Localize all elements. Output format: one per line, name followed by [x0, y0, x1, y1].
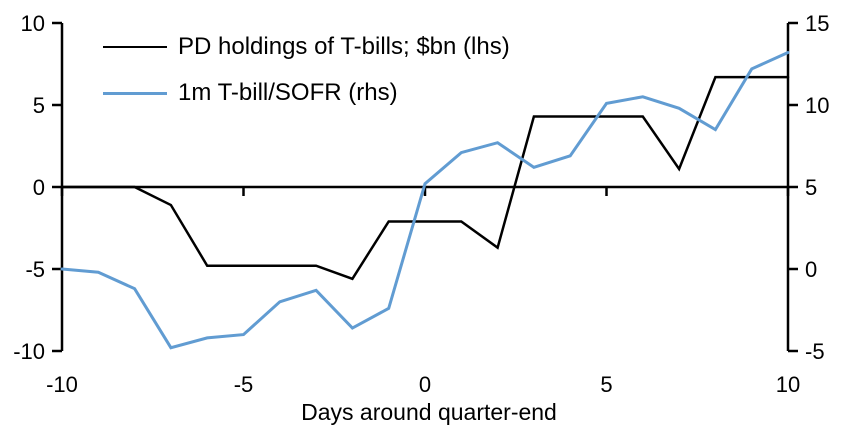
left-axis-tick-label: 10	[21, 11, 45, 36]
left-axis-tick-label: 5	[33, 93, 45, 118]
x-axis-tick-label: 5	[600, 372, 612, 397]
right-axis-tick-label: 10	[805, 93, 829, 118]
left-axis-tick-label: -10	[13, 339, 45, 364]
x-axis-title: Days around quarter-end	[301, 399, 557, 425]
legend-label-tbill-sofr: 1m T-bill/SOFR (rhs)	[178, 79, 398, 106]
right-axis-tick-label: 0	[805, 257, 817, 282]
legend-line-sample-black	[103, 45, 167, 49]
x-axis-tick-label: 0	[419, 372, 431, 397]
left-axis-tick-label: -5	[25, 257, 45, 282]
series-line-tbill-sofr	[60, 51, 790, 350]
right-axis-tick-label: 15	[805, 11, 829, 36]
right-axis-tick-label: -5	[805, 339, 825, 364]
x-axis-tick-label: 10	[776, 372, 800, 397]
legend: PD holdings of T-bills; $bn (lhs) 1m T-b…	[103, 33, 510, 125]
legend-item-tbill-sofr: 1m T-bill/SOFR (rhs)	[103, 79, 510, 107]
x-axis-tick-label: -10	[46, 372, 78, 397]
series-line-pd-holdings	[60, 75, 790, 281]
x-axis-tick-label: -5	[234, 372, 254, 397]
legend-line-sample-blue	[103, 91, 167, 95]
left-axis-tick-label: 0	[33, 175, 45, 200]
right-axis-tick-label: 5	[805, 175, 817, 200]
legend-label-pd-holdings: PD holdings of T-bills; $bn (lhs)	[178, 33, 510, 60]
legend-item-pd-holdings: PD holdings of T-bills; $bn (lhs)	[103, 33, 510, 61]
